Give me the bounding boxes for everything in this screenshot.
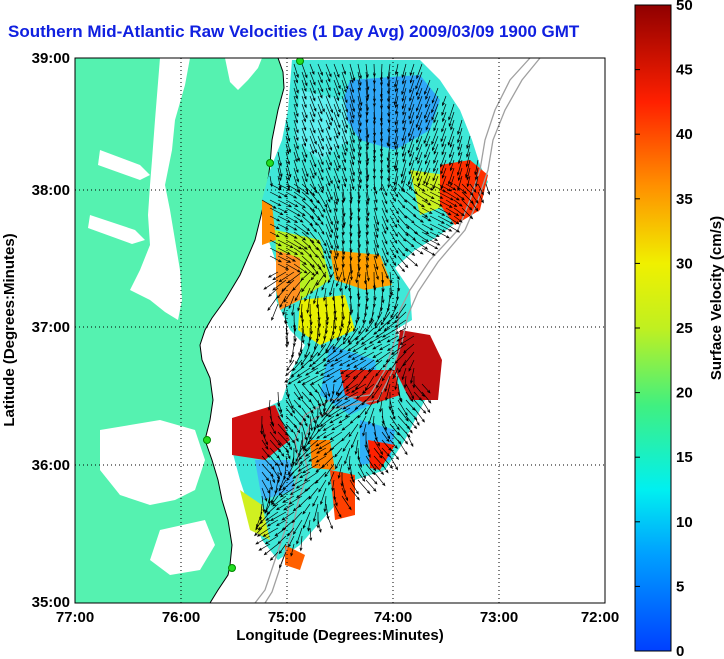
colorbar-tick-label: 30 xyxy=(676,255,693,272)
colorbar-tick-label: 0 xyxy=(676,643,684,659)
colorbar-tick-label: 10 xyxy=(676,514,693,531)
y-tick-label: 35:00 xyxy=(32,594,70,611)
coastline xyxy=(199,58,285,603)
map-title: Southern Mid-Atlantic Raw Velocities (1 … xyxy=(8,22,580,41)
station-marker xyxy=(228,564,236,572)
station-marker xyxy=(296,58,304,65)
colorbar-gradient xyxy=(634,4,672,652)
delaware-bay xyxy=(225,58,262,90)
river xyxy=(88,215,145,244)
x-axis: 77:00 76:00 75:00 74:00 73:00 72:00 Long… xyxy=(56,609,619,644)
colorbar-tick-label: 5 xyxy=(676,578,684,595)
colorbar-label: Surface Velocity (cm/s) xyxy=(708,216,724,380)
river xyxy=(98,150,150,180)
y-tick-label: 37:00 xyxy=(32,319,70,336)
colorbar-tick-label: 35 xyxy=(676,191,693,208)
colorbar-tick-label: 40 xyxy=(676,126,693,143)
vector-arrows xyxy=(254,63,491,569)
y-tick-label: 38:00 xyxy=(32,182,70,199)
x-tick-label: 75:00 xyxy=(268,609,306,626)
station-marker xyxy=(203,436,211,444)
colorbar-tick-label: 15 xyxy=(676,449,693,466)
plot-frame xyxy=(74,57,606,604)
grid xyxy=(75,58,605,603)
colorbar-tick-label: 25 xyxy=(676,320,693,337)
x-axis-label: Longitude (Degrees:Minutes) xyxy=(236,627,444,644)
colorbar-tick-label: 20 xyxy=(676,385,693,402)
sound xyxy=(100,420,205,505)
velocity-vectors xyxy=(254,63,491,569)
radar-stations xyxy=(203,58,304,572)
x-tick-label: 76:00 xyxy=(162,609,200,626)
y-axis-label: Latitude (Degrees:Minutes) xyxy=(1,233,18,426)
y-tick-label: 39:00 xyxy=(32,50,70,67)
y-axis: 39:00 38:00 37:00 36:00 35:00 Latitude (… xyxy=(1,50,70,611)
colorbar-tick-label: 50 xyxy=(676,0,693,14)
y-tick-label: 36:00 xyxy=(32,457,70,474)
x-tick-label: 72:00 xyxy=(581,609,619,626)
sound xyxy=(150,520,215,575)
station-marker xyxy=(266,159,274,167)
x-tick-label: 77:00 xyxy=(56,609,94,626)
x-tick-label: 73:00 xyxy=(480,609,518,626)
colorbar-tick-label: 45 xyxy=(676,62,693,79)
colorbar: 0 5 10 15 20 25 30 35 40 45 50 Surface Velocity (c… xyxy=(634,0,724,659)
x-tick-label: 74:00 xyxy=(374,609,412,626)
chesapeake-bay xyxy=(130,58,190,320)
